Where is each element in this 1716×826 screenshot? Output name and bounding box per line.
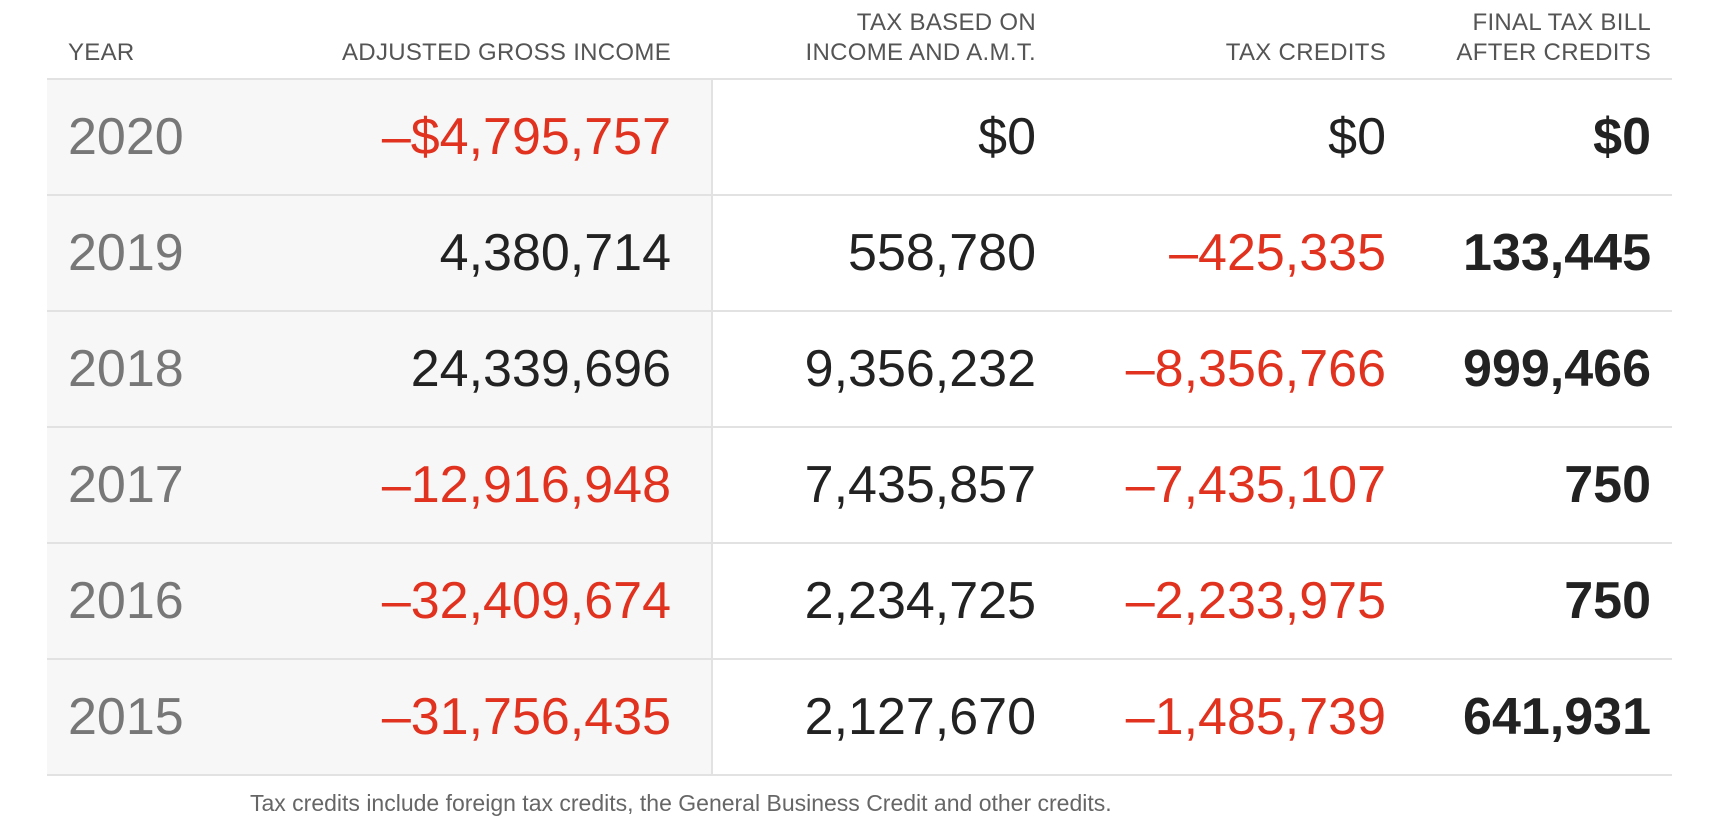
table-row: 2015 –31,756,435 2,127,670 –1,485,739 64… (47, 660, 1672, 776)
header-final-label-line2: AFTER CREDITS (1456, 39, 1651, 66)
cell-tax: 2,127,670 (804, 688, 1036, 746)
cell-final: 133,445 (1463, 224, 1651, 282)
table-row: 2020 –$4,795,757 $0 $0 $0 (47, 80, 1672, 196)
header-tax-label-line1: TAX BASED ON (856, 9, 1036, 36)
cell-agi: –12,916,948 (381, 456, 671, 514)
cell-tax: 558,780 (848, 224, 1036, 282)
cell-year: 2016 (68, 572, 184, 630)
cell-credits: –2,233,975 (1125, 572, 1386, 630)
cell-credits: –7,435,107 (1125, 456, 1386, 514)
cell-final: 641,931 (1463, 688, 1651, 746)
cell-agi: –31,756,435 (381, 688, 671, 746)
cell-agi: –32,409,674 (381, 572, 671, 630)
table-body: 2020 –$4,795,757 $0 $0 $0 2019 4,380,714… (47, 80, 1672, 776)
header-agi-label: ADJUSTED GROSS INCOME (342, 39, 671, 66)
cell-final: $0 (1593, 108, 1651, 166)
cell-final: 750 (1564, 572, 1651, 630)
header-year-label: YEAR (68, 39, 135, 66)
cell-credits: $0 (1328, 108, 1386, 166)
cell-year: 2020 (68, 108, 184, 166)
header-tax: TAX BASED ON INCOME AND A.M.T. (806, 8, 1036, 68)
cell-agi: 4,380,714 (439, 224, 671, 282)
cell-tax: 7,435,857 (804, 456, 1036, 514)
header-tax-label-line2: INCOME AND A.M.T. (805, 39, 1036, 66)
header-agi: ADJUSTED GROSS INCOME (342, 38, 671, 68)
cell-credits: –1,485,739 (1125, 688, 1386, 746)
cell-credits: –425,335 (1169, 224, 1386, 282)
cell-agi: 24,339,696 (410, 340, 671, 398)
header-year: YEAR (68, 38, 135, 68)
cell-tax: $0 (978, 108, 1036, 166)
header-final-label-line1: FINAL TAX BILL (1472, 9, 1651, 36)
tax-table: YEAR ADJUSTED GROSS INCOME TAX BASED ON … (47, 0, 1672, 776)
table-row: 2019 4,380,714 558,780 –425,335 133,445 (47, 196, 1672, 312)
table-header: YEAR ADJUSTED GROSS INCOME TAX BASED ON … (47, 0, 1672, 80)
cell-tax: 2,234,725 (804, 572, 1036, 630)
cell-final: 999,466 (1463, 340, 1651, 398)
table-row: 2018 24,339,696 9,356,232 –8,356,766 999… (47, 312, 1672, 428)
cell-year: 2015 (68, 688, 184, 746)
cell-year: 2018 (68, 340, 184, 398)
cell-final: 750 (1564, 456, 1651, 514)
cell-year: 2017 (68, 456, 184, 514)
table-row: 2017 –12,916,948 7,435,857 –7,435,107 75… (47, 428, 1672, 544)
cell-credits: –8,356,766 (1125, 340, 1386, 398)
header-credits: TAX CREDITS (1226, 38, 1386, 68)
table-row: 2016 –32,409,674 2,234,725 –2,233,975 75… (47, 544, 1672, 660)
cell-tax: 9,356,232 (804, 340, 1036, 398)
cell-agi: –$4,795,757 (381, 108, 671, 166)
agi-column-shade (47, 80, 713, 776)
header-credits-label: TAX CREDITS (1225, 39, 1386, 66)
header-final: FINAL TAX BILL AFTER CREDITS (1456, 8, 1651, 68)
footnote: Tax credits include foreign tax credits,… (250, 790, 1112, 816)
cell-year: 2019 (68, 224, 184, 282)
